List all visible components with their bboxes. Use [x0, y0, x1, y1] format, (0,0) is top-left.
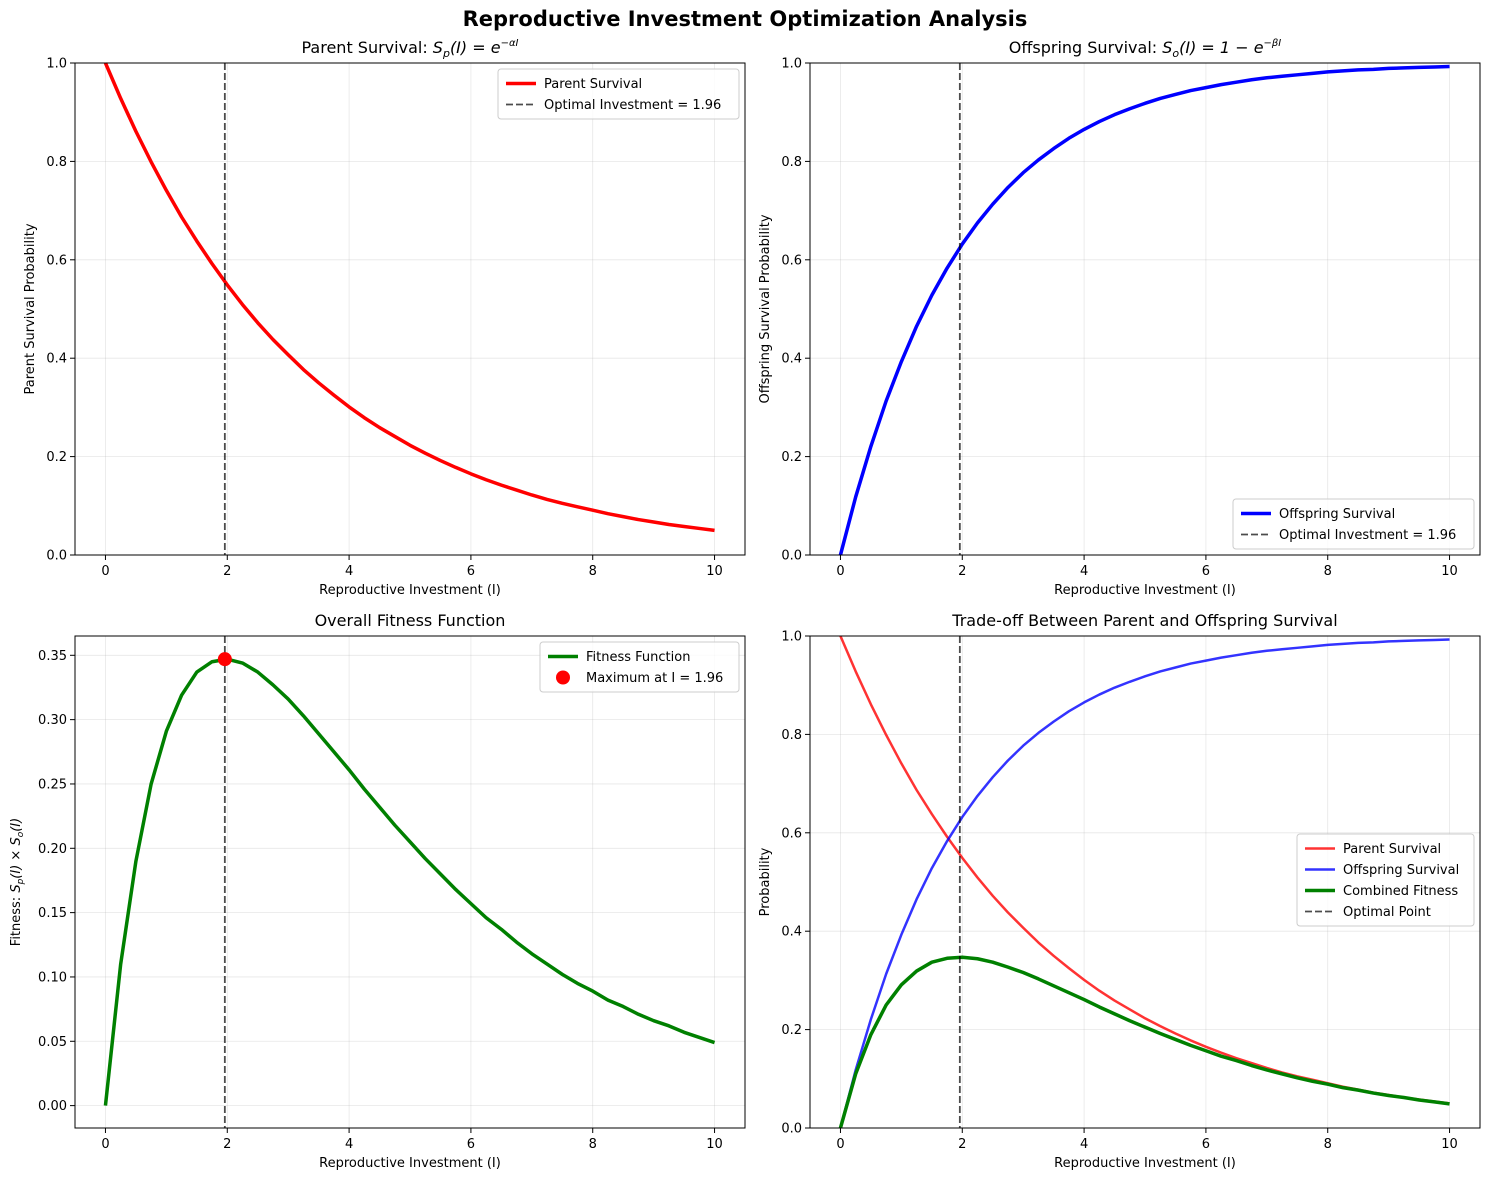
y-tick-label: 0.0 — [46, 549, 67, 564]
y-tick-label: 0.2 — [46, 450, 67, 465]
chart-title: Parent Survival: Sp(I) = e−αI — [302, 38, 519, 60]
y-tick-label: 0.8 — [781, 155, 802, 170]
y-tick-label: 0.10 — [38, 970, 67, 985]
legend-frame — [497, 68, 740, 120]
legend: Offspring Survival Optimal Investment = 1… — [1232, 498, 1475, 550]
axes-frame — [809, 635, 1481, 1129]
y-tick-label: 0.05 — [38, 1035, 67, 1050]
figure-title: Reproductive Investment Optimization Ana… — [463, 7, 1028, 31]
y-tick-label: 0.6 — [781, 826, 802, 841]
series-line-parent-survival — [103, 62, 715, 533]
legend-frame — [539, 641, 740, 693]
x-tick-label: 2 — [958, 1137, 966, 1152]
y-axis-label: Offspring Survival Probability — [758, 214, 773, 403]
x-tick-label: 8 — [589, 1137, 597, 1152]
y-tick-label: 0.6 — [46, 253, 67, 268]
x-tick-label: 0 — [836, 1137, 844, 1152]
x-tick-label: 6 — [1202, 1137, 1210, 1152]
y-tick-label: 1.0 — [46, 57, 67, 72]
y-tick-label: 0.30 — [38, 713, 67, 728]
y-tick-label: 0.4 — [781, 352, 802, 367]
y-tick-label: 0.0 — [781, 1122, 802, 1137]
legend-label: Offspring Survival — [1279, 507, 1395, 522]
y-tick-label: 0.4 — [46, 352, 67, 367]
y-tick-label: 0.6 — [781, 253, 802, 268]
x-tick-label: 2 — [958, 564, 966, 579]
legend-marker-swatch — [556, 670, 570, 685]
chart-title: Trade-off Between Parent and Offspring S… — [951, 611, 1337, 630]
y-axis-label: Probability — [758, 847, 773, 916]
x-tick-label: 4 — [1080, 564, 1088, 579]
chart-panel-3: 0 2 4 6 8 10 0.00 0.05 0.10 0.15 0.20 0.25 0.30 0.35 R… — [9, 611, 746, 1171]
x-axis-label: Reproductive Investment (I) — [319, 1156, 501, 1171]
x-tick-label: 0 — [101, 1137, 109, 1152]
y-tick-label: 0.00 — [38, 1099, 67, 1114]
legend-label: Optimal Point — [1343, 905, 1431, 920]
axes-frame — [74, 62, 746, 556]
x-tick-label: 4 — [345, 1137, 353, 1152]
y-tick-label: 0.8 — [46, 155, 67, 170]
chart-panel-4: 0 2 4 6 8 10 0.0 0.2 0.4 0.6 0.8 1.0 Reproductive In… — [758, 611, 1481, 1171]
x-axis-label: Reproductive Investment (I) — [319, 583, 501, 598]
x-axis-label: Reproductive Investment (I) — [1054, 1156, 1236, 1171]
chart-panel-2: 0 2 4 6 8 10 0.0 0.2 0.4 0.6 0.8 1.0 Reproductive In… — [758, 38, 1481, 598]
y-tick-label: 0.2 — [781, 450, 802, 465]
maximum-point-marker — [217, 652, 232, 667]
x-tick-label: 8 — [589, 564, 597, 579]
x-tick-label: 2 — [223, 564, 231, 579]
chart-title: Overall Fitness Function — [315, 611, 506, 630]
legend: Parent Survival Optimal Investment = 1.96 — [497, 68, 740, 120]
legend: Parent Survival Offspring Survival Combine… — [1296, 833, 1475, 927]
y-tick-label: 0.4 — [781, 925, 802, 940]
x-tick-label: 8 — [1324, 1137, 1332, 1152]
y-tick-label: 1.0 — [781, 57, 802, 72]
legend-label: Offspring Survival — [1343, 863, 1459, 878]
x-tick-label: 10 — [1441, 1137, 1458, 1152]
axes-frame — [74, 635, 746, 1129]
legend-label: Parent Survival — [1343, 842, 1441, 857]
x-tick-label: 6 — [1202, 564, 1210, 579]
legend-label: Combined Fitness — [1343, 884, 1458, 899]
chart-panel-1: 0 2 4 6 8 10 0.0 0.2 0.4 0.6 0.8 1.0 Reproductive In… — [23, 38, 746, 598]
x-tick-label: 10 — [706, 564, 723, 579]
x-tick-label: 0 — [836, 564, 844, 579]
x-axis-label: Reproductive Investment (I) — [1054, 583, 1236, 598]
x-tick-label: 6 — [467, 1137, 475, 1152]
legend-label: Optimal Investment = 1.96 — [1279, 528, 1456, 543]
y-tick-label: 0.35 — [38, 649, 67, 664]
x-tick-label: 8 — [1324, 564, 1332, 579]
y-tick-label: 0.15 — [38, 906, 67, 921]
chart-title: Offspring Survival: So(I) = 1 − e−βI — [1009, 38, 1282, 60]
y-tick-label: 1.0 — [781, 630, 802, 645]
y-axis-label: Parent Survival Probability — [23, 223, 38, 394]
legend-frame — [1232, 498, 1475, 550]
x-tick-label: 0 — [101, 564, 109, 579]
legend-label: Maximum at I = 1.96 — [586, 671, 723, 686]
y-tick-label: 0.2 — [781, 1023, 802, 1038]
series-line-offspring-survival — [838, 64, 1450, 556]
y-tick-label: 0.8 — [781, 728, 802, 743]
x-tick-label: 4 — [345, 564, 353, 579]
legend-frame — [1296, 833, 1475, 927]
y-tick-label: 0.25 — [38, 777, 67, 792]
legend-label: Fitness Function — [586, 650, 690, 665]
x-tick-label: 10 — [1441, 564, 1458, 579]
y-axis-label: Fitness: Sp(I) × So(I) — [9, 818, 26, 946]
x-tick-label: 2 — [223, 1137, 231, 1152]
series-line-offspring-survival — [839, 638, 1450, 1129]
x-tick-label: 4 — [1080, 1137, 1088, 1152]
x-tick-label: 10 — [706, 1137, 723, 1152]
x-tick-label: 6 — [467, 564, 475, 579]
series-line-combined-fitness — [838, 955, 1450, 1129]
legend-label: Optimal Investment = 1.96 — [544, 98, 721, 113]
axes-frame — [809, 62, 1481, 556]
legend: Fitness Function Maximum at I = 1.96 — [539, 641, 740, 693]
y-tick-label: 0.0 — [781, 549, 802, 564]
y-tick-label: 0.20 — [38, 842, 67, 857]
series-line-fitness-function — [103, 657, 716, 1106]
legend-label: Parent Survival — [544, 77, 642, 92]
